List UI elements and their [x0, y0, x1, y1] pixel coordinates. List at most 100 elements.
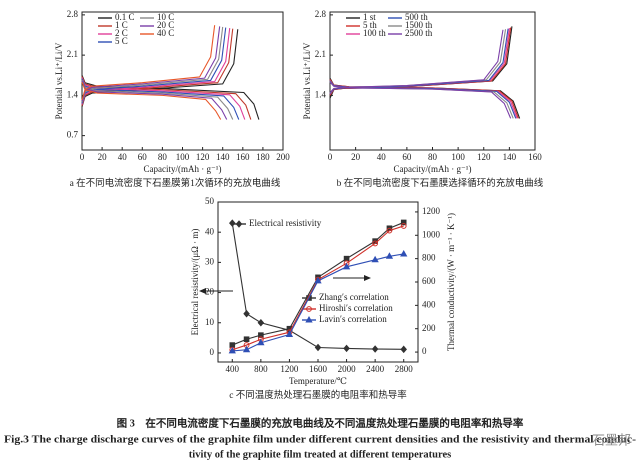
legend-label: 500 th	[405, 12, 428, 22]
point	[314, 276, 322, 284]
point	[285, 330, 294, 338]
y2-tick-label: 800	[422, 253, 436, 263]
x-tick-label: 60	[402, 152, 412, 162]
x-tick-label: 1200	[280, 364, 299, 374]
y2-tick-label: 1000	[422, 229, 441, 239]
x-tick-label: 160	[236, 152, 250, 162]
point	[343, 255, 350, 262]
point	[229, 342, 236, 348]
point	[228, 346, 236, 354]
y-axis-label: Potential vs.Li⁺/Li/V	[302, 42, 312, 119]
legend-label: Zhang′s correlation	[319, 292, 389, 302]
y-tick-label: 2.1	[67, 49, 78, 59]
chart-caption: a 在不同电流密度下石墨膜第1次循环的充放电曲线	[70, 177, 281, 189]
watermark: 石墨邦	[592, 434, 631, 449]
y-tick-label: 0	[210, 347, 215, 357]
x-tick-label: 80	[428, 152, 438, 162]
x-tick-label: 0	[328, 152, 333, 162]
point	[371, 255, 379, 263]
legend-label: Lavin′s correlation	[319, 314, 387, 324]
plot-frame	[329, 11, 536, 151]
legend-label: 10 C	[157, 12, 174, 22]
x-tick-label: 160	[528, 152, 542, 162]
legend-marker	[305, 315, 313, 323]
point	[400, 345, 407, 354]
x-tick-label: 400	[226, 364, 240, 374]
chart-caption: b 在不同电流密度下石墨膜选择循环的充放电曲线	[337, 177, 544, 189]
x-tick-label: 80	[158, 152, 168, 162]
legend-label: 20 C	[157, 20, 174, 30]
legend-label: 2500 th	[405, 28, 433, 38]
point	[400, 249, 408, 257]
point	[342, 262, 351, 270]
legend-label: Hiroshi′s correlation	[319, 303, 393, 313]
point	[229, 219, 236, 227]
point	[257, 338, 265, 346]
x-tick-label: 100	[451, 152, 465, 162]
point	[386, 227, 393, 234]
series-line	[232, 225, 404, 351]
point	[243, 309, 250, 318]
legend-label: 1 C	[115, 20, 128, 30]
figure-caption-en: tivity of the graphite film treated at d…	[189, 449, 451, 460]
point	[371, 345, 379, 353]
y-tick-label: 10	[205, 317, 215, 327]
series-line	[329, 29, 512, 119]
y-tick-label: 30	[205, 256, 215, 266]
x-tick-label: 180	[256, 152, 270, 162]
series-line	[329, 26, 521, 119]
x-tick-label: 20	[98, 152, 108, 162]
y2-tick-label: 200	[422, 323, 436, 333]
y-tick-label: 50	[205, 196, 215, 206]
point	[257, 318, 265, 327]
x-tick-label: 200	[276, 152, 290, 162]
legend-label: 40 C	[157, 28, 174, 38]
y-tick-label: 40	[205, 226, 215, 236]
y2-axis-label: Thermal conductivity/(W · m⁻¹ · K⁻¹)	[446, 213, 456, 351]
point	[372, 240, 379, 247]
y-tick-label: 1.4	[67, 89, 79, 99]
series-line	[329, 29, 514, 119]
y-axis-label: Electrical resistivity/(μΩ · m)	[190, 229, 200, 336]
series-line	[231, 223, 404, 350]
x-tick-label: 20	[351, 152, 361, 162]
x-axis-label: Capacity/(mAh · g⁻¹)	[144, 164, 222, 174]
x-tick-label: 2400	[366, 364, 385, 374]
series-line	[81, 26, 234, 120]
y-tick-label: 2.8	[67, 9, 79, 19]
x-axis-label: Temperature/℃	[289, 376, 347, 386]
series-line	[81, 25, 222, 120]
x-tick-label: 140	[503, 152, 517, 162]
point	[242, 345, 251, 353]
legend-label: 2 C	[115, 28, 128, 38]
x-tick-label: 1600	[309, 364, 328, 374]
x-tick-label: 100	[176, 152, 190, 162]
x-tick-label: 2800	[395, 364, 414, 374]
chart-caption: c 不同温度热处理石墨膜的电阻率和热导率	[229, 389, 407, 401]
y-tick-label: 0.7	[67, 130, 79, 140]
figure-caption-en: Fig.3 The charge discharge curves of the…	[4, 434, 637, 445]
point	[258, 332, 264, 338]
point	[314, 343, 322, 352]
y-axis-label: Potential vs.Li⁺/Li/V	[54, 42, 64, 119]
series-line	[81, 26, 228, 120]
legend-label: 100 th	[363, 28, 386, 38]
x-tick-label: 120	[477, 152, 491, 162]
y2-tick-label: 1200	[422, 206, 441, 216]
x-tick-label: 120	[196, 152, 210, 162]
legend-label: Electrical resistivity	[249, 218, 322, 228]
point	[400, 223, 407, 229]
legend-label: 5 C	[115, 36, 128, 46]
y2-tick-label: 600	[422, 276, 436, 286]
x-tick-label: 40	[118, 152, 128, 162]
y-tick-label: 20	[205, 287, 215, 297]
figure-caption-cn: 图 3 在不同电流密度下石墨膜的充放电曲线及不同温度热处理石墨膜的电阻率和热导率	[117, 416, 524, 429]
point	[400, 219, 407, 226]
x-tick-label: 60	[138, 152, 148, 162]
legend-label: 1500 th	[405, 20, 433, 30]
x-tick-label: 2000	[338, 364, 357, 374]
point	[385, 252, 394, 259]
y-tick-label: 2.1	[315, 49, 326, 59]
y-tick-label: 2.8	[315, 9, 327, 19]
